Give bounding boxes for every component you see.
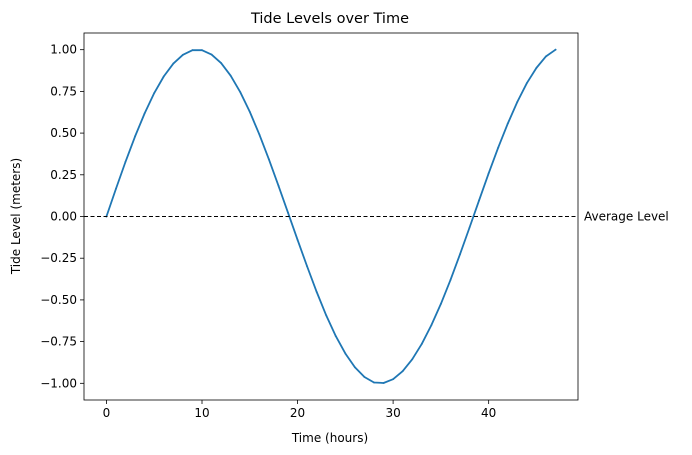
data-point [325,314,328,317]
y-tick-label: 0.00 [50,210,77,224]
data-point [277,184,280,187]
y-tick-label: −1.00 [40,376,77,390]
x-tick-label: 40 [481,406,496,420]
data-point [287,211,289,214]
data-point [420,343,423,345]
data-point [267,158,270,161]
y-tick-label: −0.50 [40,293,77,307]
y-tick-label: −0.75 [40,335,77,349]
data-point [439,303,442,305]
data-point [191,49,194,52]
y-tick-label: 0.25 [50,168,77,182]
data-point [143,112,146,115]
data-point [124,160,127,163]
data-point [392,378,395,381]
reference-line-label: Average Level [584,210,669,224]
data-point [229,74,232,77]
data-point [248,110,251,113]
data-point [525,82,528,84]
y-axis-label: Tide Level (meters) [9,158,23,275]
data-point [220,62,223,64]
x-axis-label: Time (hours) [291,431,368,445]
data-point [353,366,356,369]
data-point [516,101,519,103]
data-point [459,253,461,256]
data-point [153,92,156,94]
data-point [306,265,309,268]
data-point [545,55,547,58]
x-tick-label: 20 [290,406,305,420]
data-point [363,376,366,378]
data-point [162,75,165,78]
data-point [449,279,452,281]
data-point [115,187,117,190]
y-tick-label: 0.50 [50,126,77,140]
data-point [296,238,299,241]
data-point [172,62,175,65]
data-point [401,370,404,373]
x-tick-label: 10 [194,406,209,420]
series-line-0 [105,48,557,384]
y-tick-label: 0.75 [50,84,77,98]
data-point [411,358,414,361]
data-point [344,352,347,355]
data-point [487,172,490,175]
data-point [554,48,557,51]
data-point [239,91,242,93]
data-point [478,199,480,202]
data-point [201,49,203,52]
y-axis: 1.00 0.75 0.50 0.25 0.00 −0.25 −0.50 −0.75 −1.00 [40,43,84,390]
y-tick-label: −0.25 [40,251,77,265]
data-point [315,291,318,293]
data-point [258,133,261,136]
data-point [430,324,433,327]
data-point [334,335,337,338]
series-layer [105,48,557,384]
data-point [497,146,500,149]
x-tick-label: 0 [103,406,111,420]
data-point [535,66,538,69]
data-point [382,382,385,384]
chart-title: Tide Levels over Time [250,11,409,27]
y-tick-label: 1.00 [50,43,77,57]
x-axis: 0 10 20 30 40 [103,400,496,420]
data-point [134,135,137,138]
data-point [468,226,471,229]
data-point [182,53,184,56]
x-tick-label: 30 [385,406,400,420]
data-point [210,53,213,56]
data-point [506,122,509,125]
data-point [373,381,375,384]
